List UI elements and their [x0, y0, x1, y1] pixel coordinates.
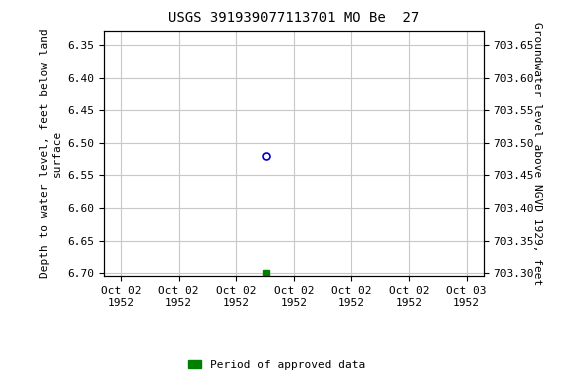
Title: USGS 391939077113701 MO Be  27: USGS 391939077113701 MO Be 27: [168, 12, 419, 25]
Y-axis label: Depth to water level, feet below land
surface: Depth to water level, feet below land su…: [40, 29, 62, 278]
Legend: Period of approved data: Period of approved data: [183, 356, 370, 375]
Y-axis label: Groundwater level above NGVD 1929, feet: Groundwater level above NGVD 1929, feet: [532, 22, 543, 285]
